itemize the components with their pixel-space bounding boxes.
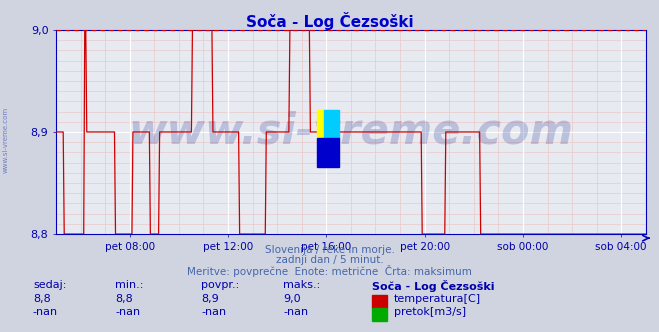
Text: 8,8: 8,8 (115, 294, 133, 304)
Text: -nan: -nan (33, 307, 58, 317)
Text: 8,9: 8,9 (201, 294, 219, 304)
FancyBboxPatch shape (317, 110, 334, 138)
Text: zadnji dan / 5 minut.: zadnji dan / 5 minut. (275, 255, 384, 265)
Text: -nan: -nan (201, 307, 226, 317)
Text: 9,0: 9,0 (283, 294, 301, 304)
Text: Meritve: povprečne  Enote: metrične  Črta: maksimum: Meritve: povprečne Enote: metrične Črta:… (187, 265, 472, 277)
Text: pretok[m3/s]: pretok[m3/s] (394, 307, 466, 317)
Text: temperatura[C]: temperatura[C] (394, 294, 481, 304)
Text: -nan: -nan (283, 307, 308, 317)
Text: 8,8: 8,8 (33, 294, 51, 304)
Text: www.si-vreme.com: www.si-vreme.com (129, 111, 573, 153)
Text: min.:: min.: (115, 280, 144, 290)
Text: Soča - Log Čezsoški: Soča - Log Čezsoški (372, 280, 495, 291)
Text: www.si-vreme.com: www.si-vreme.com (2, 106, 9, 173)
Text: -nan: -nan (115, 307, 140, 317)
Text: Soča - Log Čezsoški: Soča - Log Čezsoški (246, 12, 413, 30)
FancyBboxPatch shape (324, 110, 339, 138)
FancyBboxPatch shape (317, 138, 339, 167)
Text: maks.:: maks.: (283, 280, 321, 290)
Text: povpr.:: povpr.: (201, 280, 239, 290)
Text: sedaj:: sedaj: (33, 280, 67, 290)
Text: Slovenija / reke in morje.: Slovenija / reke in morje. (264, 245, 395, 255)
